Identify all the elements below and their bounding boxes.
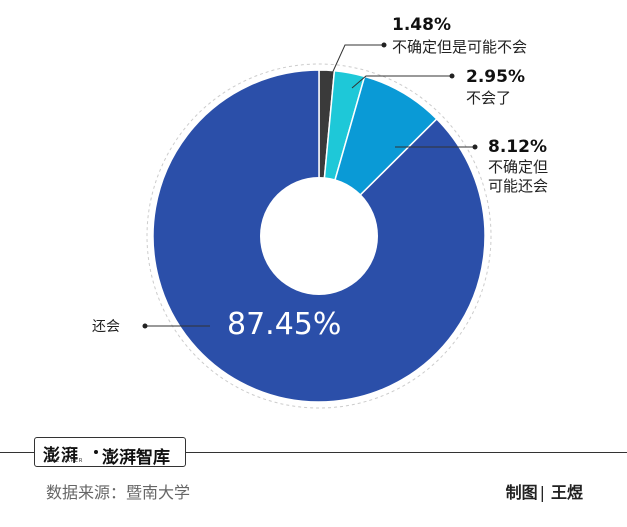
slice-label-1: 不会了 — [466, 89, 511, 107]
credit-separator: | — [539, 483, 545, 502]
slice-value-3: 87.45% — [227, 307, 341, 342]
brand-logo-box: 澎湃 THE PAPER 澎湃智库 — [34, 437, 186, 468]
credit-name: 王煜 — [550, 483, 583, 502]
chart-credit: 制图 | 王煜 — [506, 479, 583, 503]
slice-label-0: 不确定但是可能不会 — [392, 38, 527, 56]
leader-dot-3 — [142, 323, 148, 329]
footer-divider — [0, 452, 627, 453]
donut-chart: 1.48% 不确定但是可能不会 2.95% 不会了 8.12%不确定但可能还会 87.45… — [92, 15, 548, 409]
slice-value-1: 2.95% — [466, 67, 525, 87]
slice-label-3: 还会 — [92, 319, 120, 335]
slice-value-0: 1.48% — [392, 15, 451, 35]
credit-label: 制图 — [505, 483, 538, 502]
chart-outer-ring — [146, 63, 492, 409]
data-source: 数据来源：暨南大学 — [46, 483, 191, 502]
brand-name: 澎湃智库 — [102, 448, 170, 468]
leader-dot-1 — [449, 73, 455, 79]
leader-line-0 — [329, 44, 384, 79]
brand-logo-subtitle: THE PAPER — [47, 458, 84, 464]
brand-logo: 澎湃 — [43, 446, 79, 466]
leader-line-1 — [351, 75, 452, 89]
leader-dot-0 — [381, 42, 387, 48]
leader-dot-2 — [472, 144, 478, 150]
slice-label-2: 不确定但可能还会 — [488, 158, 548, 195]
brand-separator-dot — [94, 450, 98, 454]
slice-labels: 1.48% 不确定但是可能不会 2.95% 不会了 8.12%不确定但可能还会 87.45… — [92, 15, 548, 342]
slice-3 — [152, 69, 486, 403]
donut-hole — [260, 177, 378, 295]
slice-value-2: 8.12% — [488, 137, 547, 157]
